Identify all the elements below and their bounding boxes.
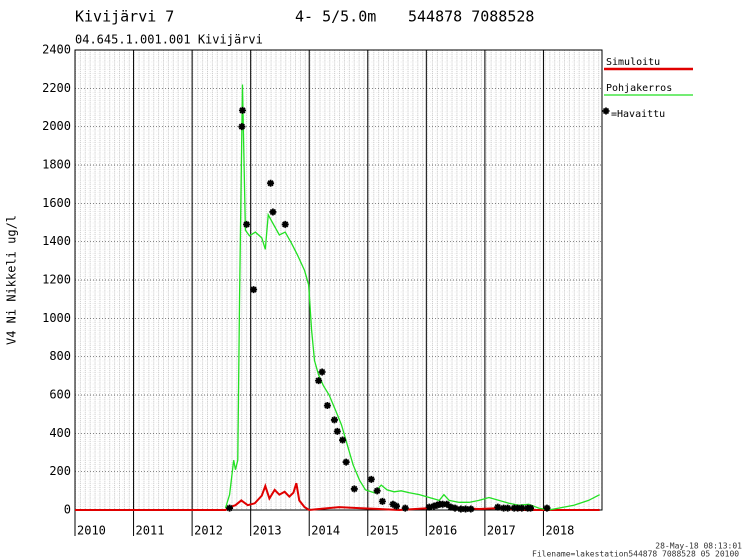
x-tick-label: 2010 [77, 524, 106, 538]
depth: 4- 5/5.0m [295, 8, 376, 26]
observed-point [238, 106, 246, 114]
legend-label: Simuloitu [606, 57, 660, 68]
observed-point [238, 123, 246, 131]
y-tick-label: 2200 [42, 81, 71, 95]
observed-point [433, 501, 441, 509]
x-tick-label: 2011 [136, 524, 165, 538]
y-tick-label: 400 [49, 426, 71, 440]
x-tick-label: 2018 [545, 524, 574, 538]
observed-point [467, 505, 475, 513]
legend-label: Pohjakerros [606, 83, 672, 94]
x-tick-label: 2015 [370, 524, 399, 538]
observed-point [510, 504, 518, 512]
observed-point [342, 458, 350, 466]
timestamp: 28-May-18 08:13:01 [655, 542, 742, 551]
y-tick-label: 1600 [42, 196, 71, 210]
filename: Filename=lakestation544878 7088528 05 20… [532, 550, 739, 559]
observed-point [389, 500, 397, 508]
subtitle: 04.645.1.001.001 Kivijärvi [75, 33, 263, 47]
observed-point [392, 502, 400, 510]
observed-point [373, 487, 381, 495]
observed-point [447, 503, 455, 511]
series-line [224, 84, 600, 511]
y-axis-label: V4 Ni Nikkeli ug/l [5, 215, 19, 345]
observed-point [250, 286, 258, 294]
y-tick-label: 600 [49, 388, 71, 402]
observed-point [330, 416, 338, 424]
observed-point [333, 427, 341, 435]
observed-point [543, 504, 551, 512]
chart-title: Kivijärvi 7 [75, 8, 174, 26]
observed-point [518, 504, 526, 512]
observed-point [425, 503, 433, 511]
y-tick-label: 1800 [42, 158, 71, 172]
observed-point [315, 377, 323, 385]
observed-point [323, 402, 331, 410]
observed-point [267, 179, 275, 187]
legend-label: =Havaittu [611, 109, 665, 120]
observed-point [504, 504, 512, 512]
x-tick-label: 2014 [311, 524, 340, 538]
y-tick-label: 2000 [42, 119, 71, 133]
observed-point [378, 497, 386, 505]
coordinates: 544878 7088528 [408, 8, 534, 26]
x-tick-label: 2012 [194, 524, 223, 538]
observed-point [350, 485, 358, 493]
plot-frame [74, 49, 603, 511]
observed-point [318, 368, 326, 376]
observed-point [430, 502, 438, 510]
observed-point [367, 475, 375, 483]
observed-point [281, 220, 289, 228]
observed-point [339, 436, 347, 444]
observed-point [269, 208, 277, 216]
observed-point [451, 504, 459, 512]
y-tick-label: 2400 [42, 43, 71, 57]
x-tick-label: 2013 [253, 524, 282, 538]
observed-point [457, 505, 465, 513]
observed-point [500, 504, 508, 512]
y-tick-label: 1000 [42, 311, 71, 325]
observed-point [494, 503, 502, 511]
observed-point [443, 500, 451, 508]
observed-point [439, 500, 447, 508]
y-tick-label: 1200 [42, 273, 71, 287]
observed-point [462, 505, 470, 513]
y-tick-label: 800 [49, 349, 71, 363]
observed-point [226, 504, 234, 512]
x-tick-label: 2017 [487, 524, 516, 538]
observed-point [514, 504, 522, 512]
observed-point [401, 504, 409, 512]
y-tick-label: 1400 [42, 234, 71, 248]
y-tick-label: 200 [49, 464, 71, 478]
x-tick-label: 2016 [428, 524, 457, 538]
legend-swatch [602, 107, 610, 115]
y-tick-label: 0 [64, 503, 71, 517]
observed-point [527, 504, 535, 512]
observed-point [243, 220, 251, 228]
